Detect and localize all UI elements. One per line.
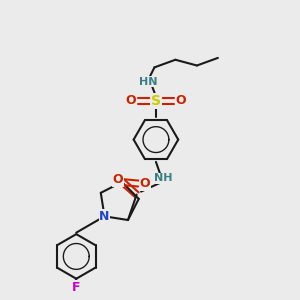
Text: O: O: [140, 177, 150, 190]
Text: N: N: [99, 210, 110, 223]
Text: S: S: [151, 94, 161, 108]
Text: O: O: [126, 94, 136, 107]
Text: O: O: [112, 173, 123, 186]
Text: HN: HN: [139, 76, 158, 87]
Text: F: F: [72, 280, 80, 293]
Text: NH: NH: [154, 173, 172, 183]
Text: O: O: [176, 94, 186, 107]
